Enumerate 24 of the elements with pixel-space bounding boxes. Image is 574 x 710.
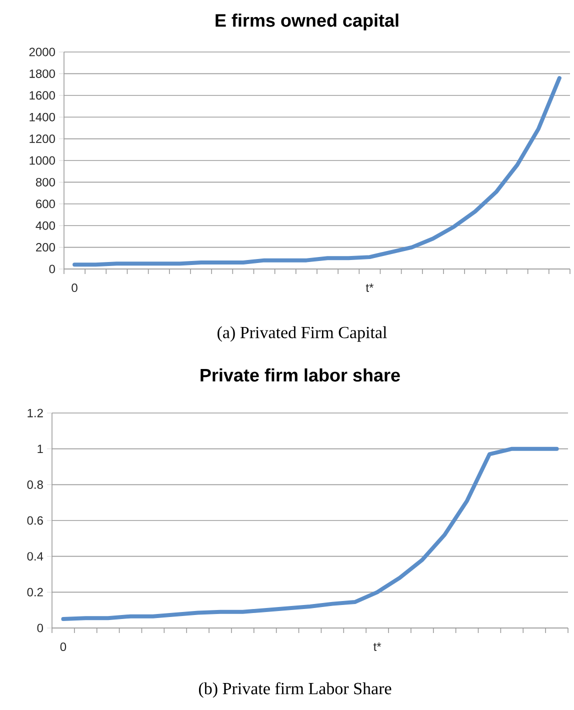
y-tick-label: 1800	[30, 69, 55, 78]
x-tick-label: t*	[373, 642, 382, 651]
y-tick-label: 400	[36, 221, 55, 230]
y-tick-label: 0.6	[27, 516, 43, 525]
chart-title: Private firm labor share	[200, 368, 400, 382]
y-tick-label: 1	[38, 444, 43, 453]
chart-title: E firms owned capital	[216, 14, 398, 30]
y-tick-label: 1400	[30, 112, 55, 122]
y-tick-label: 1600	[30, 91, 55, 100]
y-tick-label: 0.2	[27, 588, 43, 596]
y-tick-label: 1200	[30, 134, 55, 144]
y-tick-label: 0	[37, 624, 44, 632]
y-tick-label: 1.2	[28, 408, 43, 418]
y-tick-label: 0.8	[27, 480, 43, 489]
y-tick-label: 2000	[29, 48, 55, 56]
text: (a) Privated Firm Capital	[218, 326, 387, 342]
y-tick-label: 600	[36, 200, 55, 208]
y-tick-label: 800	[36, 178, 55, 186]
y-tick-label: 0	[49, 264, 56, 274]
y-tick-label: 200	[36, 243, 55, 252]
y-tick-label: 0.4	[27, 552, 44, 561]
y-tick-label: 1000	[30, 156, 55, 165]
text: (b) Private firm Labor Share	[198, 682, 392, 698]
x-tick-label: t*	[366, 284, 374, 292]
